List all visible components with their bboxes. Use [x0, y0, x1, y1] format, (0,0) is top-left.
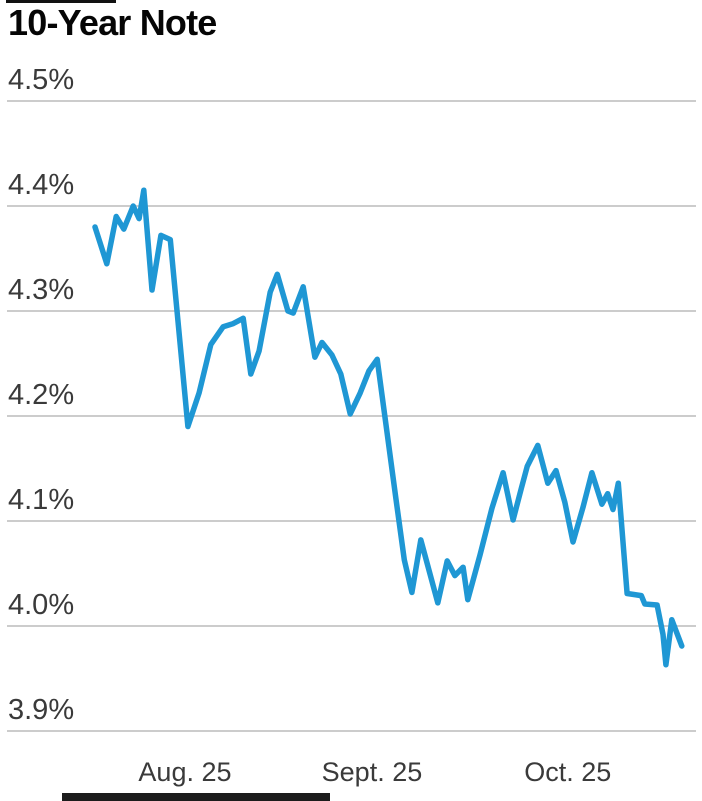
y-axis-tick-label: 4.1%: [8, 484, 75, 516]
x-axis-month-label: Sept. 25: [321, 757, 423, 787]
gridline: [7, 100, 696, 102]
yield-line-series: [92, 187, 685, 668]
x-axis-month-label: Oct. 25: [524, 757, 612, 787]
x-axis-month-label: Aug. 25: [138, 757, 232, 787]
gridline: [7, 520, 696, 522]
gridline: [7, 205, 696, 207]
chart-title: 10-Year Note: [8, 2, 217, 43]
cropped-rule-bottom: [62, 793, 330, 801]
y-axis-tick-label: 3.9%: [8, 694, 75, 726]
y-axis-tick-label: 4.4%: [8, 169, 75, 201]
gridline: [7, 730, 696, 732]
y-axis-tick-label: 4.0%: [8, 589, 75, 621]
gridline: [7, 625, 696, 627]
cropped-rule-top: [6, 0, 116, 3]
y-axis-tick-label: 4.2%: [8, 379, 75, 411]
gridline: [7, 310, 696, 312]
y-axis-tick-label: 4.5%: [8, 64, 75, 96]
y-axis-tick-label: 4.3%: [8, 274, 75, 306]
